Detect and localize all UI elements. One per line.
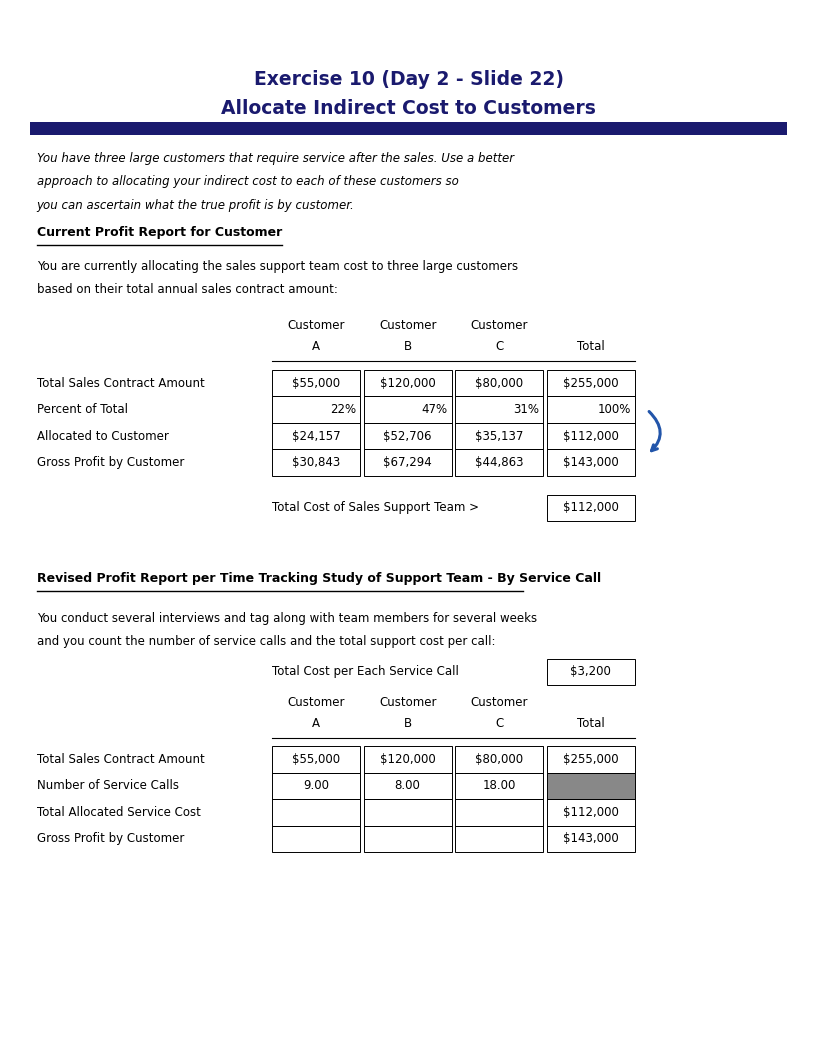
Bar	[455, 746, 543, 773]
Bar	[30, 122, 787, 135]
Text: Customer: Customer	[471, 319, 528, 332]
Bar	[455, 396, 543, 423]
Bar	[547, 773, 635, 799]
Text: $112,000: $112,000	[563, 501, 618, 515]
Text: A: A	[312, 340, 320, 353]
Bar	[547, 826, 635, 852]
Text: $44,863: $44,863	[475, 456, 524, 469]
Bar	[272, 826, 360, 852]
Bar	[547, 746, 635, 773]
Text: 22%: 22%	[330, 403, 356, 416]
Text: Number of Service Calls: Number of Service Calls	[37, 779, 179, 793]
Text: $30,843: $30,843	[292, 456, 341, 469]
Bar	[455, 826, 543, 852]
Text: based on their total annual sales contract amount:: based on their total annual sales contra…	[37, 283, 337, 296]
Text: $55,000: $55,000	[292, 753, 340, 766]
Bar	[272, 449, 360, 476]
Bar	[455, 799, 543, 826]
Bar	[364, 449, 452, 476]
Text: $80,000: $80,000	[475, 376, 523, 390]
Bar	[364, 799, 452, 826]
Text: $35,137: $35,137	[475, 429, 524, 443]
Bar	[547, 423, 635, 449]
Text: Customer: Customer	[379, 319, 436, 332]
Text: C: C	[495, 717, 503, 729]
Bar	[547, 370, 635, 396]
Text: 18.00: 18.00	[483, 779, 516, 793]
Text: $3,200: $3,200	[570, 665, 611, 679]
Bar	[547, 449, 635, 476]
Text: and you count the number of service calls and the total support cost per call:: and you count the number of service call…	[37, 635, 495, 648]
Text: $120,000: $120,000	[380, 753, 435, 766]
Text: $120,000: $120,000	[380, 376, 435, 390]
Text: $143,000: $143,000	[563, 456, 618, 469]
Text: Total Sales Contract Amount: Total Sales Contract Amount	[37, 753, 204, 766]
Text: Total Cost per Each Service Call: Total Cost per Each Service Call	[272, 665, 459, 679]
Text: Revised Profit Report per Time Tracking Study of Support Team - By Service Call: Revised Profit Report per Time Tracking …	[37, 572, 600, 585]
Text: Customer: Customer	[288, 319, 345, 332]
Bar	[272, 396, 360, 423]
Text: $143,000: $143,000	[563, 832, 618, 846]
Text: A: A	[312, 717, 320, 729]
Text: Customer: Customer	[471, 696, 528, 708]
Bar	[455, 370, 543, 396]
Text: Total Allocated Service Cost: Total Allocated Service Cost	[37, 805, 201, 819]
Text: You have three large customers that require service after the sales. Use a bette: You have three large customers that requ…	[37, 152, 514, 165]
Bar	[364, 423, 452, 449]
Text: C: C	[495, 340, 503, 353]
Bar	[364, 396, 452, 423]
Bar	[364, 370, 452, 396]
Text: Allocated to Customer: Allocated to Customer	[37, 429, 168, 443]
Text: Total: Total	[577, 717, 605, 729]
Text: Gross Profit by Customer: Gross Profit by Customer	[37, 456, 184, 469]
Text: $112,000: $112,000	[563, 429, 618, 443]
Bar	[547, 799, 635, 826]
Text: Gross Profit by Customer: Gross Profit by Customer	[37, 832, 184, 846]
Text: 31%: 31%	[513, 403, 539, 416]
Bar	[272, 370, 360, 396]
Bar	[455, 449, 543, 476]
Text: 8.00: 8.00	[395, 779, 421, 793]
Text: Current Profit Report for Customer: Current Profit Report for Customer	[37, 226, 282, 239]
Text: you can ascertain what the true profit is by customer.: you can ascertain what the true profit i…	[37, 199, 355, 211]
Text: Total Sales Contract Amount: Total Sales Contract Amount	[37, 376, 204, 390]
Text: You are currently allocating the sales support team cost to three large customer: You are currently allocating the sales s…	[37, 260, 518, 273]
Text: Customer: Customer	[379, 696, 436, 708]
Text: 47%: 47%	[422, 403, 448, 416]
Bar	[455, 773, 543, 799]
Bar	[364, 773, 452, 799]
Text: Customer: Customer	[288, 696, 345, 708]
Text: $255,000: $255,000	[563, 753, 618, 766]
Bar	[547, 495, 635, 521]
Bar	[364, 826, 452, 852]
Text: $80,000: $80,000	[475, 753, 523, 766]
Text: 100%: 100%	[597, 403, 631, 416]
Text: B: B	[404, 717, 412, 729]
Text: $255,000: $255,000	[563, 376, 618, 390]
Bar	[547, 659, 635, 685]
Bar	[364, 746, 452, 773]
Text: You conduct several interviews and tag along with team members for several weeks: You conduct several interviews and tag a…	[37, 612, 537, 625]
Text: Total Cost of Sales Support Team >: Total Cost of Sales Support Team >	[272, 501, 479, 515]
Text: $52,706: $52,706	[383, 429, 432, 443]
Bar	[455, 423, 543, 449]
Bar	[272, 773, 360, 799]
Text: $67,294: $67,294	[383, 456, 432, 469]
Text: $24,157: $24,157	[292, 429, 341, 443]
Bar	[272, 423, 360, 449]
Text: 9.00: 9.00	[303, 779, 329, 793]
Text: approach to allocating your indirect cost to each of these customers so: approach to allocating your indirect cos…	[37, 175, 458, 188]
Text: Total: Total	[577, 340, 605, 353]
Bar	[272, 799, 360, 826]
Bar	[272, 746, 360, 773]
Text: B: B	[404, 340, 412, 353]
Bar	[547, 396, 635, 423]
Text: Percent of Total: Percent of Total	[37, 403, 127, 416]
Text: $112,000: $112,000	[563, 805, 618, 819]
Text: Allocate Indirect Cost to Customers: Allocate Indirect Cost to Customers	[221, 99, 596, 118]
Text: $55,000: $55,000	[292, 376, 340, 390]
Text: Exercise 10 (Day 2 - Slide 22): Exercise 10 (Day 2 - Slide 22)	[253, 70, 564, 89]
